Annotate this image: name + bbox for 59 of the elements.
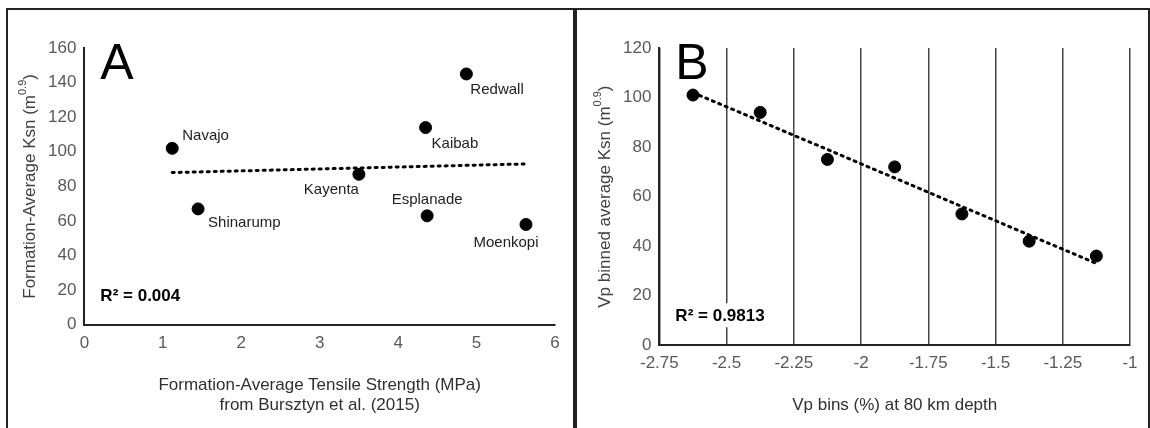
point: [191, 202, 205, 216]
point: [419, 121, 433, 135]
x-tick-label: 5: [471, 332, 482, 352]
y-tick-label: 20: [632, 285, 652, 305]
point: [753, 105, 767, 119]
annotation: Redwall: [470, 80, 524, 98]
annotation: Shinarump: [208, 213, 281, 231]
x-tick-label: -2.5: [711, 353, 742, 373]
y-tick-label: 80: [632, 136, 652, 156]
annotation: Moenkopi: [473, 232, 539, 250]
annotation: R² = 0.004: [100, 285, 181, 305]
x-tick-label: 2: [236, 332, 246, 352]
x-axis-title: Vp bins (%) at 80 km depth: [792, 395, 998, 415]
x-tick-label: 3: [314, 332, 325, 352]
x-tick-label: -1.75: [908, 353, 948, 373]
point: [888, 160, 902, 174]
y-tick-label: 40: [632, 235, 652, 255]
y-tick-label: 140: [47, 72, 77, 92]
annotation: Kayenta: [303, 180, 360, 198]
x-tick-label: 6: [550, 332, 560, 352]
y-tick-label: 60: [57, 210, 77, 230]
y-axis-title: Vp binned average Ksn (m0.9): [591, 85, 614, 308]
x-tick-label: 4: [393, 332, 403, 352]
point: [165, 141, 179, 155]
chart-title: A: [100, 33, 135, 90]
point: [352, 167, 366, 181]
x-tick-label: 1: [158, 332, 168, 352]
point: [820, 152, 834, 166]
x-tick-label: 0: [79, 332, 90, 352]
y-tick-label: 100: [47, 141, 77, 161]
x-tick-label: -1.25: [1043, 353, 1083, 373]
y-tick-label: 100: [622, 87, 652, 107]
annotation: Kaibab: [431, 133, 479, 151]
x-axis-title: Formation-Average Tensile Strength (MPa) from Bursztyn et al. (2015): [158, 375, 481, 415]
point: [1089, 249, 1103, 263]
x-tick-label: -2: [853, 353, 869, 373]
y-tick-label: 60: [632, 186, 652, 206]
y-tick-label: 80: [57, 176, 77, 196]
point: [955, 207, 969, 221]
y-tick-label: 120: [47, 106, 77, 126]
y-tick-label: 160: [47, 37, 77, 57]
y-tick-label: 20: [57, 279, 77, 299]
x-tick-label: -1: [1122, 353, 1138, 373]
x-tick-label: -2.75: [639, 353, 679, 373]
point: [1022, 234, 1036, 248]
annotation: Navajo: [182, 126, 229, 144]
x-tick-label: -1.5: [980, 353, 1011, 373]
point: [686, 88, 700, 102]
annotation: R² = 0.9813: [675, 306, 765, 326]
y-tick-label: 0: [66, 314, 77, 334]
point: [459, 67, 473, 81]
x-tick-label: -2.25: [774, 353, 814, 373]
annotation: Esplanade: [391, 189, 463, 207]
point: [519, 217, 533, 231]
point: [420, 209, 434, 223]
y-tick-label: 120: [622, 37, 652, 57]
chart-title: B: [675, 33, 709, 90]
y-tick-label: 40: [57, 245, 77, 265]
y-axis-title: Formation-Average Ksn (m0.9): [16, 74, 39, 299]
